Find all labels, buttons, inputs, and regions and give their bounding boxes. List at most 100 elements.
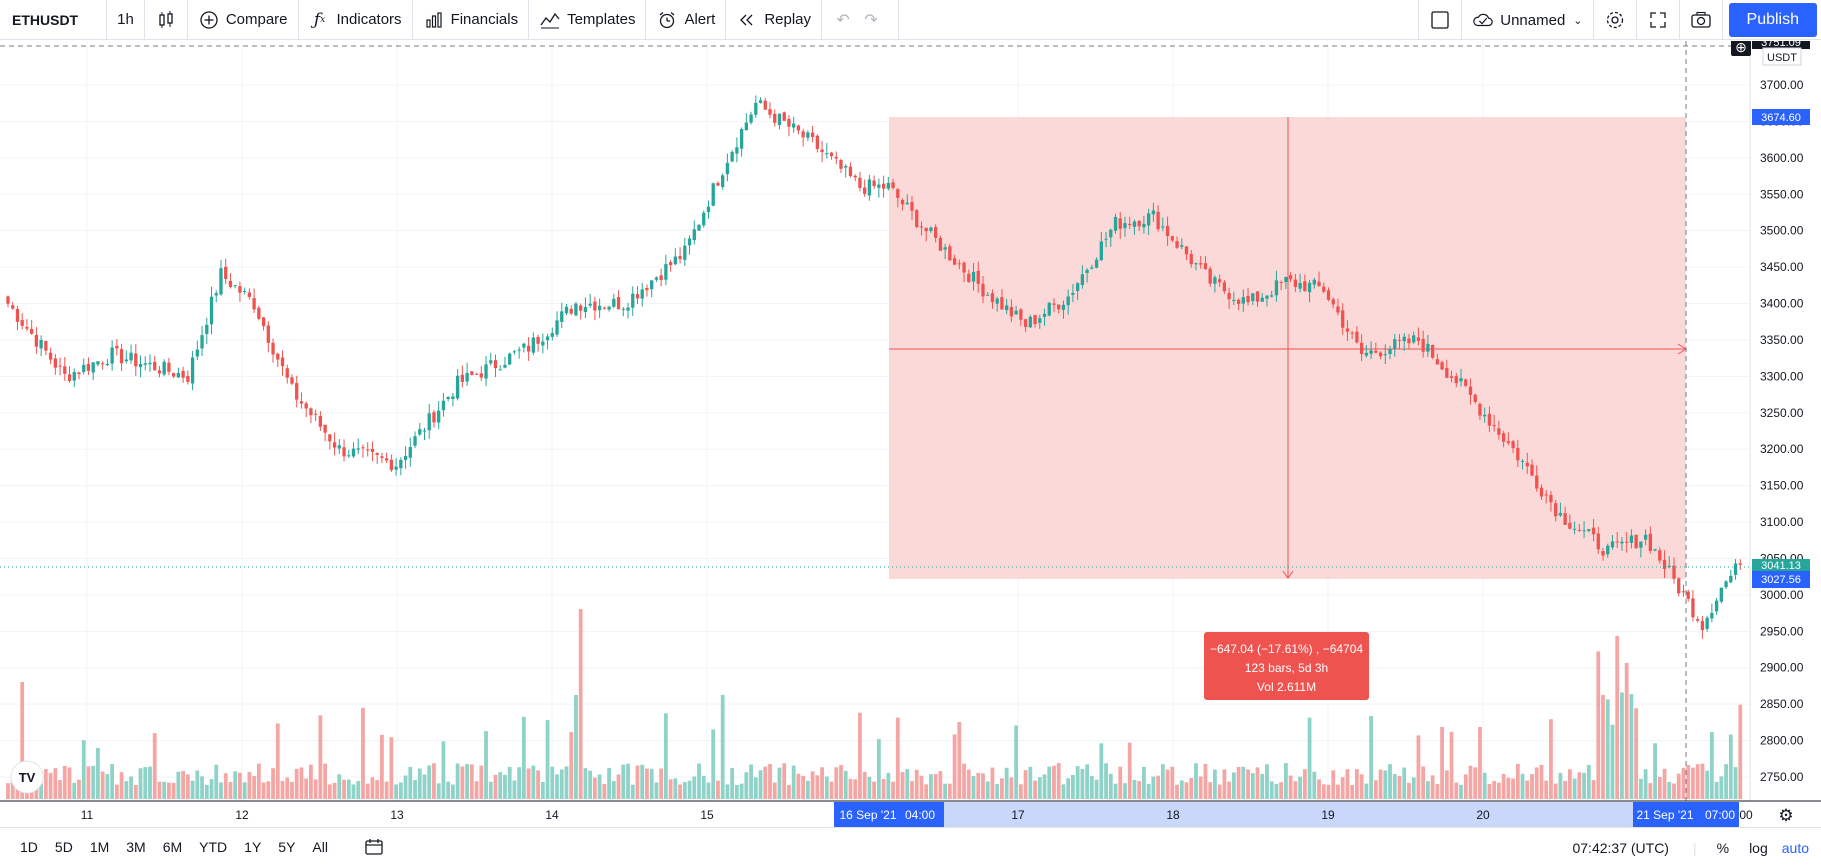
candle-body: [437, 410, 441, 423]
financials-button[interactable]: Financials: [413, 0, 530, 40]
candle-body: [238, 286, 242, 293]
candle-body: [1610, 541, 1615, 548]
volume-bar: [53, 768, 58, 799]
candle-body: [541, 341, 545, 346]
volume-bar: [692, 776, 697, 799]
volume-bar: [730, 768, 735, 799]
volume-bar: [995, 783, 1000, 799]
volume-bar: [228, 782, 233, 799]
chart-type-button[interactable]: [145, 0, 188, 40]
price-axis[interactable]: 3700.003650.003600.003550.003500.003450.…: [1731, 41, 1810, 801]
publish-button[interactable]: Publish: [1728, 3, 1817, 37]
range-5d[interactable]: 5D: [54, 839, 73, 855]
price-tick: 3600.00: [1760, 151, 1804, 165]
date-range-calendar-icon[interactable]: [364, 838, 384, 856]
volume-bar: [43, 769, 48, 799]
log-scale-toggle[interactable]: log: [1749, 839, 1768, 856]
candle-body: [1591, 527, 1596, 535]
volume-bar: [77, 779, 81, 799]
volume-bar: [1530, 774, 1534, 799]
compare-button[interactable]: Compare: [188, 0, 299, 40]
price-tick: 3250.00: [1760, 406, 1804, 420]
range-ytd[interactable]: YTD: [199, 839, 228, 855]
candle-body: [1023, 319, 1028, 328]
volume-bar: [138, 768, 143, 799]
range-all[interactable]: All: [312, 839, 328, 855]
percent-scale-toggle[interactable]: %: [1716, 839, 1730, 856]
candle-body: [1388, 349, 1392, 355]
candle-body: [1383, 354, 1387, 356]
layout-name-dropdown[interactable]: Unnamed ⌄: [1462, 0, 1594, 40]
undo-icon[interactable]: ↶: [836, 11, 850, 29]
volume-bar: [105, 774, 110, 799]
clock-time[interactable]: 07:42:37 (UTC): [1572, 839, 1669, 856]
volume-bar: [6, 783, 10, 799]
financials-label: Financials: [450, 11, 519, 28]
replay-button[interactable]: Replay: [726, 0, 821, 40]
range-1d[interactable]: 1D: [20, 839, 38, 855]
price-tick: 3000.00: [1760, 588, 1804, 602]
volume-bar: [711, 729, 716, 799]
redo-icon[interactable]: ↷: [864, 11, 878, 29]
volume-bar: [1705, 770, 1710, 799]
volume-bar: [1284, 763, 1288, 799]
templates-button[interactable]: Templates: [529, 0, 647, 40]
symbol-search[interactable]: ETHUSDT: [0, 0, 108, 40]
volume-bar: [744, 772, 749, 799]
candle-body: [915, 210, 919, 227]
volume-bar: [1430, 775, 1435, 799]
volume-bar: [1402, 767, 1407, 799]
volume-bar: [758, 770, 763, 799]
fullscreen-button[interactable]: [1637, 0, 1680, 40]
volume-bar: [1250, 773, 1255, 799]
candle-body: [266, 325, 270, 343]
range-3m[interactable]: 3M: [126, 839, 146, 855]
add-alert-plus-button[interactable]: [1731, 41, 1751, 56]
candle-body: [1047, 302, 1051, 316]
candle-body: [190, 357, 195, 384]
price-chart[interactable]: 3700.003650.003600.003550.003500.003450.…: [0, 41, 1821, 827]
volume-bar: [607, 768, 611, 799]
candle-body: [181, 370, 185, 378]
candle-body: [143, 363, 147, 365]
alert-button[interactable]: Alert: [646, 0, 727, 40]
volume-bar: [1028, 766, 1033, 799]
volume-bar: [389, 737, 394, 799]
range-6m[interactable]: 6M: [162, 839, 183, 855]
bar-chart-icon: [423, 9, 445, 31]
time-tick: 19: [1321, 808, 1335, 822]
candle-body: [342, 447, 346, 457]
candle-body: [162, 361, 166, 375]
candle-body: [1175, 241, 1179, 248]
candle-body: [934, 227, 938, 238]
volume-bar: [143, 767, 148, 799]
candle-body: [1260, 297, 1264, 302]
volume-bar: [299, 767, 304, 799]
candle-body: [1506, 441, 1511, 444]
chart-pane[interactable]: 3700.003650.003600.003550.003500.003450.…: [0, 41, 1821, 827]
tradingview-logo-icon[interactable]: TV: [10, 760, 44, 794]
volume-bar: [1222, 769, 1227, 799]
chart-settings-gear-icon[interactable]: ⚙: [1778, 806, 1793, 826]
camera-icon: [1690, 9, 1712, 31]
volume-bar: [787, 784, 791, 799]
volume-bar: [990, 767, 995, 799]
volume-bar: [1691, 767, 1695, 799]
range-1y[interactable]: 1Y: [244, 839, 262, 855]
volume-bar: [1700, 763, 1705, 799]
candle-body: [418, 429, 422, 435]
time-axis[interactable]: 11 12 13 14 15 17 18 19 20 16 Sep '21 04:00 21 S…: [0, 800, 1821, 827]
auto-scale-toggle[interactable]: auto: [1781, 839, 1809, 856]
range-1m[interactable]: 1M: [89, 839, 110, 855]
candle-body: [692, 229, 696, 241]
range-5y[interactable]: 5Y: [278, 839, 296, 855]
candle-body: [579, 305, 583, 311]
volume-bar: [597, 774, 602, 799]
volume-bar: [1336, 784, 1340, 799]
layout-toggle-button[interactable]: [1418, 0, 1463, 40]
settings-button[interactable]: [1594, 0, 1637, 40]
interval-button[interactable]: 1h: [107, 0, 145, 40]
snapshot-button[interactable]: [1680, 0, 1723, 40]
candle-body: [986, 294, 990, 296]
